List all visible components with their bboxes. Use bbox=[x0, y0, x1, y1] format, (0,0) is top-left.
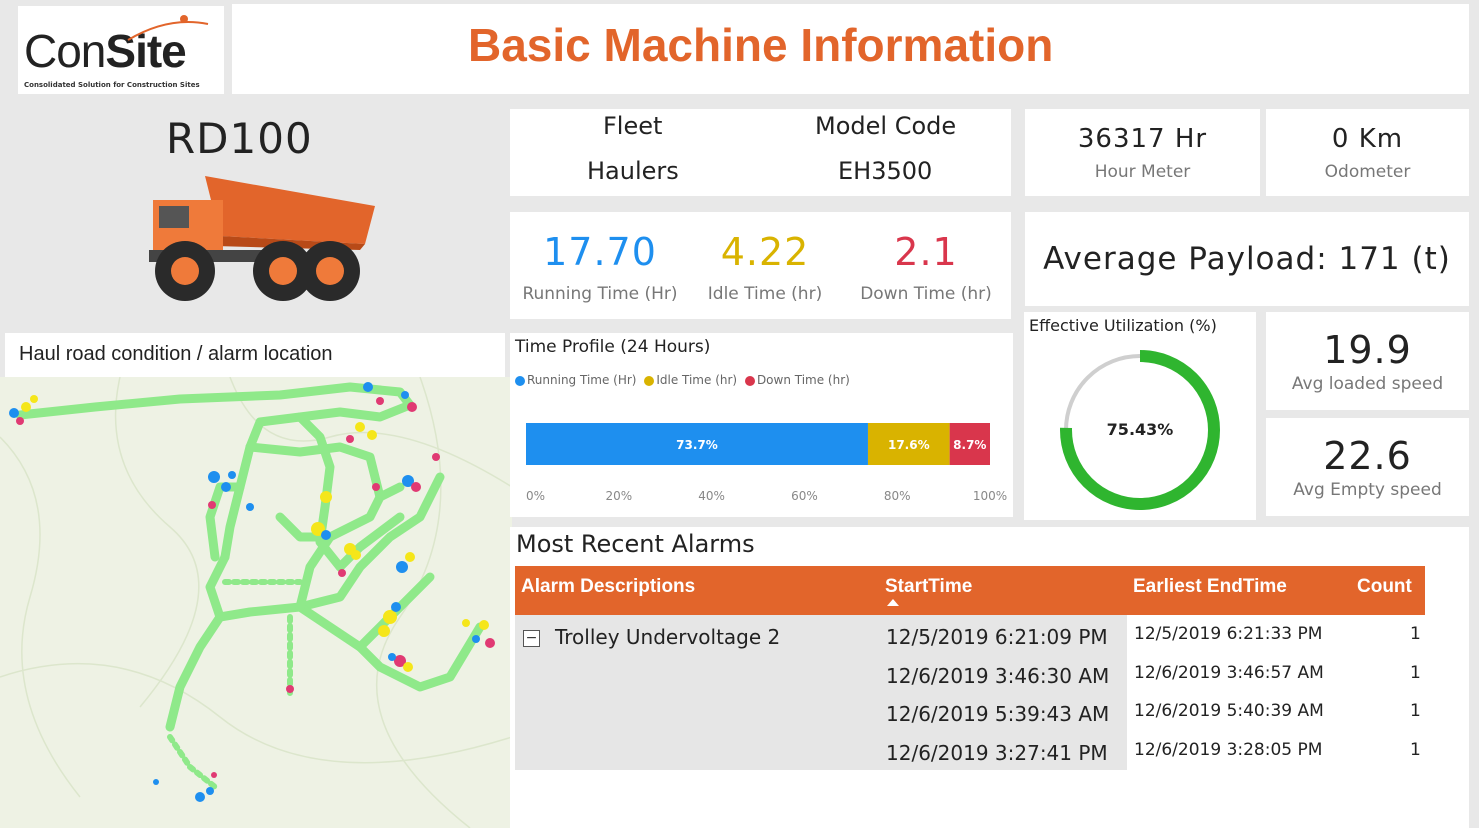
logo-arc-icon bbox=[127, 15, 209, 41]
alarm-start-time: 12/6/2019 3:27:41 PM bbox=[886, 740, 1108, 765]
logo-suffix: Site bbox=[105, 25, 186, 77]
alarms-table-header: Alarm Descriptions StartTime Earliest En… bbox=[515, 566, 1425, 615]
logo-tagline: Consolidated Solution for Construction S… bbox=[24, 81, 200, 89]
bar-segment-2[interactable] bbox=[949, 423, 990, 465]
model-label: Model Code bbox=[815, 112, 957, 140]
down-time-value: 2.1 bbox=[894, 230, 958, 274]
page-title: Basic Machine Information bbox=[468, 19, 1054, 71]
alarm-start-time: 12/5/2019 6:21:09 PM bbox=[886, 625, 1108, 649]
logo-panel: ConSite Consolidated Solution for Constr… bbox=[18, 6, 224, 94]
alarm-count: 1 bbox=[1410, 701, 1421, 721]
bar-data-label-2: 8.7% bbox=[953, 438, 986, 452]
haul-truck-icon bbox=[149, 176, 375, 301]
odometer-card: 0 Km Odometer bbox=[1266, 109, 1469, 196]
empty-speed-card: 22.6 Avg Empty speed bbox=[1266, 418, 1469, 516]
sort-ascending-icon bbox=[887, 599, 899, 606]
utilization-card: Effective Utilization (%) 75.43% bbox=[1024, 312, 1256, 520]
col-alarm-descriptions[interactable]: Alarm Descriptions bbox=[521, 576, 696, 597]
col-start-time[interactable]: StartTime bbox=[885, 576, 973, 597]
down-time-kpi: 2.1 Down Time (hr) bbox=[845, 230, 1007, 304]
hour-meter-card: 36317 Hr Hour Meter bbox=[1025, 109, 1260, 196]
bar-segment-0[interactable] bbox=[526, 423, 868, 465]
avg-loaded-speed-value: 19.9 bbox=[1323, 328, 1412, 372]
title-bar: Basic Machine Information bbox=[232, 4, 1469, 94]
logo-prefix: Con bbox=[24, 25, 106, 77]
hour-meter-value: 36317 Hr bbox=[1077, 123, 1208, 154]
alarm-group-name[interactable]: Trolley Undervoltage 2 bbox=[555, 625, 781, 649]
avg-empty-speed-value: 22.6 bbox=[1323, 434, 1412, 478]
alarm-end-time: 12/6/2019 3:46:57 AM bbox=[1134, 662, 1324, 683]
map-title-bar: Haul road condition / alarm location bbox=[5, 333, 505, 377]
time-profile-legend: Running Time (Hr) Idle Time (hr) Down Ti… bbox=[515, 373, 850, 387]
utilization-value: 75.43% bbox=[1106, 420, 1174, 439]
time-profile-card: Time Profile (24 Hours) Running Time (Hr… bbox=[510, 333, 1013, 517]
alarm-start-time: 12/6/2019 5:39:43 AM bbox=[886, 702, 1110, 726]
idle-time-kpi: 4.22 Idle Time (hr) bbox=[685, 230, 845, 304]
col-earliest-end-time[interactable]: Earliest EndTime bbox=[1133, 576, 1287, 597]
alarm-start-time: 12/6/2019 3:46:30 AM bbox=[886, 663, 1110, 688]
payload-card: Average Payload: 171 (t) bbox=[1025, 212, 1469, 306]
odometer-label: Odometer bbox=[1324, 161, 1411, 182]
avg-loaded-speed-label: Avg loaded speed bbox=[1291, 374, 1444, 394]
machine-panel: RD100 bbox=[0, 100, 505, 332]
legend-running[interactable]: Running Time (Hr) bbox=[515, 373, 637, 387]
haul-road-map[interactable] bbox=[0, 377, 512, 828]
fleet-card: Fleet Haulers Model Code EH3500 bbox=[510, 109, 1011, 196]
running-time-kpi: 17.70 Running Time (Hr) bbox=[510, 230, 690, 304]
down-time-label: Down Time (hr) bbox=[860, 284, 992, 304]
x-tick-label: 20% bbox=[605, 489, 632, 503]
idle-time-label: Idle Time (hr) bbox=[707, 284, 823, 304]
bar-segment-1[interactable] bbox=[867, 423, 950, 465]
fleet-value: Haulers bbox=[587, 157, 679, 185]
idle-time-value: 4.22 bbox=[720, 230, 810, 274]
time-profile-title: Time Profile (24 Hours) bbox=[515, 337, 711, 357]
x-tick-label: 100% bbox=[973, 489, 1007, 503]
running-time-label: Running Time (Hr) bbox=[522, 284, 678, 304]
machine-id: RD100 bbox=[166, 114, 313, 163]
x-tick-label: 80% bbox=[884, 489, 911, 503]
x-tick-label: 60% bbox=[791, 489, 818, 503]
alarm-count: 1 bbox=[1410, 624, 1421, 644]
avg-empty-speed-label: Avg Empty speed bbox=[1293, 480, 1442, 500]
alarm-count: 1 bbox=[1410, 739, 1421, 760]
col-count[interactable]: Count bbox=[1357, 576, 1412, 597]
alarm-end-time: 12/6/2019 5:40:39 AM bbox=[1134, 701, 1324, 721]
model-value: EH3500 bbox=[838, 157, 933, 185]
bar-data-label-1: 17.6% bbox=[888, 438, 930, 452]
times-card: 17.70 Running Time (Hr) 4.22 Idle Time (… bbox=[510, 212, 1011, 319]
legend-down[interactable]: Down Time (hr) bbox=[744, 373, 850, 387]
time-profile-chart: 73.7% 17.6% 8.7% 0% 20% 40% 60% 80% 100% bbox=[526, 423, 1007, 503]
gauge-fill bbox=[1060, 350, 1220, 510]
x-tick-label: 40% bbox=[698, 489, 725, 503]
odometer-value: 0 Km bbox=[1331, 123, 1404, 154]
alarm-count: 1 bbox=[1410, 662, 1421, 683]
consite-logo: ConSite bbox=[24, 24, 187, 78]
legend-idle[interactable]: Idle Time (hr) bbox=[644, 373, 737, 387]
alarm-markers bbox=[9, 382, 495, 802]
bar-data-label-0: 73.7% bbox=[676, 438, 718, 452]
alarm-group-shade bbox=[515, 615, 1127, 770]
alarm-end-time: 12/6/2019 3:28:05 PM bbox=[1134, 739, 1323, 760]
average-payload: Average Payload: 171 (t) bbox=[1043, 241, 1451, 277]
expand-collapse-button[interactable]: − bbox=[523, 630, 540, 647]
running-time-value: 17.70 bbox=[543, 230, 657, 274]
x-tick-label: 0% bbox=[526, 489, 545, 503]
utilization-title: Effective Utilization (%) bbox=[1029, 316, 1217, 335]
alarm-end-time: 12/5/2019 6:21:33 PM bbox=[1134, 624, 1323, 644]
loaded-speed-card: 19.9 Avg loaded speed bbox=[1266, 312, 1469, 410]
map-title: Haul road condition / alarm location bbox=[19, 343, 333, 365]
hour-meter-label: Hour Meter bbox=[1094, 161, 1191, 182]
alarms-title: Most Recent Alarms bbox=[516, 530, 755, 558]
fleet-label: Fleet bbox=[603, 112, 663, 140]
utilization-gauge bbox=[1060, 350, 1220, 510]
